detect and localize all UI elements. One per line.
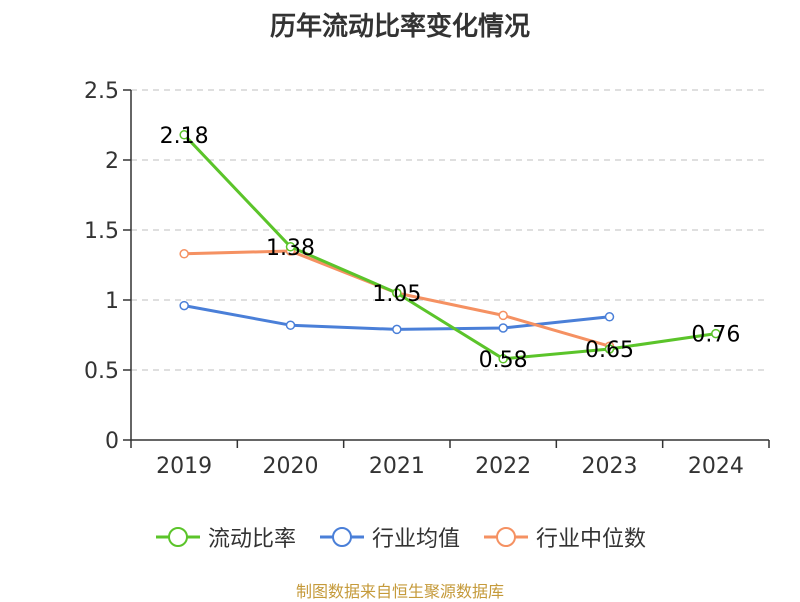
y-tick-label: 0.5 bbox=[84, 359, 119, 384]
series-layer bbox=[179, 130, 721, 364]
legend-swatch bbox=[155, 527, 200, 547]
y-tick-label: 2 bbox=[105, 149, 119, 174]
data-point bbox=[179, 300, 189, 311]
data-point bbox=[604, 344, 615, 354]
data-point bbox=[285, 242, 296, 252]
x-tick-label: 2020 bbox=[263, 454, 319, 479]
data-point bbox=[392, 288, 402, 298]
y-tick-label: 2.5 bbox=[84, 79, 119, 104]
x-tick-label: 2024 bbox=[688, 454, 744, 479]
data-label: 2.18 bbox=[160, 124, 209, 149]
data-label: 1.38 bbox=[266, 236, 315, 261]
data-point bbox=[604, 312, 615, 322]
data-point bbox=[498, 323, 508, 333]
data-point bbox=[392, 324, 402, 335]
legend-item[interactable]: 行业中位数 bbox=[482, 521, 646, 553]
label-layer: 2.18 1.38 1.05 0.58 0.65 0.76 bbox=[160, 124, 741, 373]
legend-item[interactable]: 行业均值 bbox=[318, 521, 460, 553]
legend-label: 行业均值 bbox=[371, 527, 460, 552]
y-tick-label: 0 bbox=[105, 429, 119, 454]
chart-title: 历年流动比率变化情况 bbox=[269, 12, 530, 42]
source-note: 制图数据来自恒生聚源数据库 bbox=[295, 582, 504, 601]
series-line bbox=[183, 133, 717, 361]
legend-swatch-marker bbox=[331, 527, 352, 547]
data-point bbox=[498, 310, 508, 321]
data-point bbox=[285, 320, 296, 330]
x-tick-label: 2021 bbox=[369, 454, 425, 479]
axis-layer: 0 0.5 1 1.5 2 2.5 2019 2020 2021 2022 2023 2024 bbox=[84, 79, 770, 479]
data-point bbox=[711, 328, 721, 339]
data-label: 0.65 bbox=[585, 338, 634, 363]
grid-layer bbox=[131, 89, 769, 371]
data-label: 0.76 bbox=[691, 323, 740, 348]
legend-swatch-marker bbox=[167, 527, 188, 547]
x-tick-label: 2023 bbox=[582, 454, 638, 479]
y-tick-label: 1.5 bbox=[84, 219, 119, 244]
legend-label: 流动比率 bbox=[207, 527, 296, 552]
data-label: 0.58 bbox=[479, 348, 528, 373]
data-point bbox=[498, 354, 508, 364]
x-tick-label: 2019 bbox=[156, 454, 212, 479]
legend-item[interactable]: 流动比率 bbox=[154, 521, 296, 553]
y-tick-label: 1 bbox=[105, 289, 119, 314]
data-point bbox=[179, 249, 189, 259]
legend-swatch bbox=[484, 527, 528, 547]
data-point bbox=[179, 130, 189, 140]
data-label: 1.05 bbox=[372, 282, 421, 307]
legend-label: 行业中位数 bbox=[536, 527, 647, 552]
x-tick-label: 2022 bbox=[475, 454, 531, 479]
legend: 流动比率 行业均值 行业中位数 bbox=[0, 521, 800, 553]
legend-swatch-marker bbox=[496, 527, 516, 547]
legend-swatch bbox=[319, 527, 364, 547]
